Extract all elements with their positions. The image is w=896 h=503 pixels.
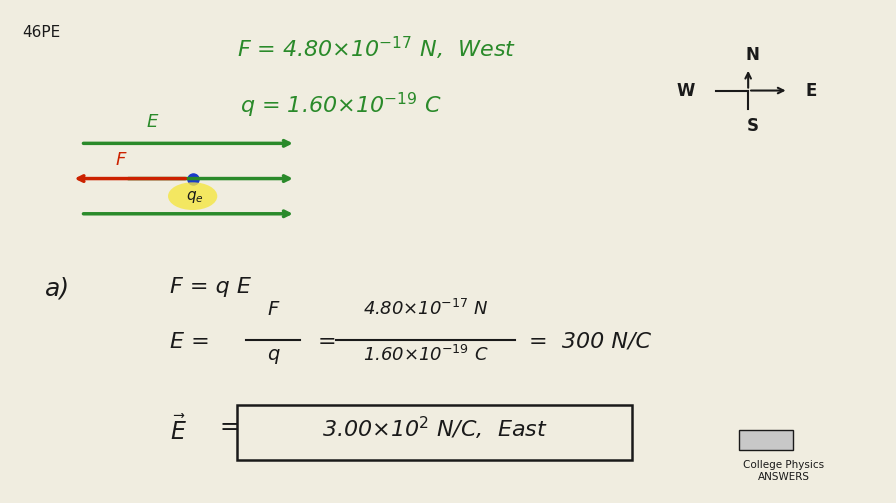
Text: q: q [267, 345, 280, 364]
Text: a): a) [45, 277, 70, 301]
Text: N: N [745, 46, 760, 64]
Text: S: S [746, 117, 759, 135]
Text: E: E [147, 113, 158, 131]
Text: 4.80×10$^{-17}$ N: 4.80×10$^{-17}$ N [363, 299, 488, 319]
Text: F = q E: F = q E [170, 277, 251, 297]
Text: $q_e$: $q_e$ [186, 189, 204, 205]
Text: 1.60×10$^{-19}$ C: 1.60×10$^{-19}$ C [363, 345, 488, 365]
Text: =: = [220, 415, 239, 439]
Text: College Physics
ANSWERS: College Physics ANSWERS [744, 460, 824, 482]
Text: E =: E = [170, 332, 210, 352]
FancyBboxPatch shape [237, 405, 632, 460]
Text: F: F [268, 300, 279, 319]
Text: =: = [318, 332, 337, 352]
Text: E: E [806, 81, 816, 100]
Text: F: F [116, 150, 126, 169]
Ellipse shape [168, 183, 218, 210]
Text: W: W [676, 81, 694, 100]
Text: q = 1.60×10$^{-19}$ C: q = 1.60×10$^{-19}$ C [239, 91, 442, 120]
FancyBboxPatch shape [739, 430, 793, 450]
Text: =  300 N/C: = 300 N/C [529, 332, 650, 352]
Text: $\vec{E}$: $\vec{E}$ [170, 415, 187, 445]
Text: F = 4.80×10$^{-17}$ N,  West: F = 4.80×10$^{-17}$ N, West [237, 35, 516, 62]
Text: 3.00×10$^{2}$ N/C,  East: 3.00×10$^{2}$ N/C, East [322, 415, 547, 442]
Text: 46PE: 46PE [22, 25, 61, 40]
